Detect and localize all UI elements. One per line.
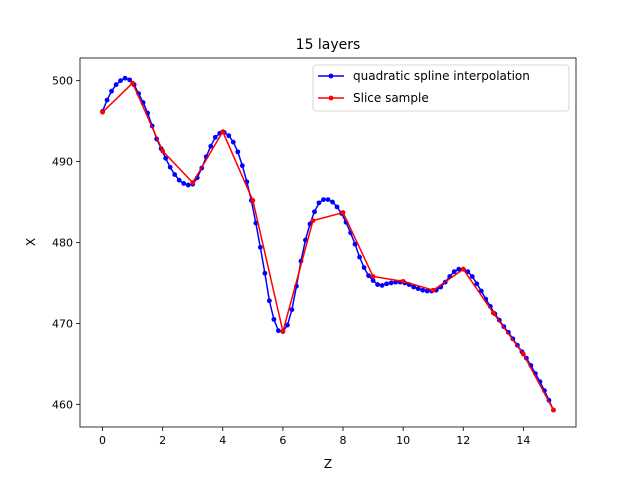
data-point — [266, 298, 272, 304]
series-1 — [100, 80, 556, 413]
data-point — [208, 143, 214, 149]
y-tick-label: 500 — [52, 75, 73, 88]
legend-swatch-marker — [328, 95, 334, 101]
data-point — [370, 278, 376, 283]
data-point — [230, 139, 236, 145]
data-point — [430, 287, 436, 293]
legend-label: quadratic spline interpolation — [353, 69, 530, 83]
data-point — [375, 282, 380, 287]
data-point — [400, 278, 406, 284]
plot-frame — [79, 57, 577, 428]
data-point — [130, 80, 136, 86]
data-point — [379, 282, 385, 288]
legend-entry: Slice sample — [318, 91, 429, 105]
data-point — [325, 197, 331, 203]
data-point — [490, 310, 496, 316]
data-point — [411, 284, 417, 290]
data-point — [478, 288, 484, 294]
x-tick-label: 0 — [99, 434, 106, 447]
data-point — [460, 266, 466, 272]
data-point — [167, 164, 173, 170]
data-point — [172, 172, 178, 177]
data-point — [220, 129, 226, 135]
data-point — [276, 328, 281, 334]
data-point — [424, 288, 430, 294]
legend-swatch-marker — [328, 73, 334, 79]
data-point — [366, 273, 371, 279]
data-point — [384, 281, 390, 287]
data-point — [370, 274, 376, 279]
data-point — [551, 407, 556, 413]
data-point — [520, 351, 526, 357]
data-point — [122, 75, 128, 81]
data-point — [330, 199, 335, 205]
series-line — [101, 77, 555, 411]
data-point — [262, 270, 268, 276]
x-tick-label: 6 — [279, 434, 286, 447]
legend-entry: quadratic spline interpolation — [318, 69, 530, 83]
data-point — [285, 322, 290, 328]
data-point — [160, 148, 166, 154]
y-tick-label: 480 — [52, 237, 73, 250]
x-tick-label: 12 — [456, 434, 470, 447]
data-point — [415, 286, 421, 292]
data-point — [280, 329, 286, 334]
data-point — [104, 97, 110, 103]
series-layer — [100, 75, 556, 413]
data-point — [235, 149, 241, 155]
legend-box — [312, 64, 570, 112]
x-tick-label: 8 — [340, 434, 347, 447]
data-point — [352, 241, 358, 247]
data-point — [109, 88, 114, 94]
data-point — [388, 280, 394, 286]
series-line — [102, 82, 555, 411]
data-point — [113, 82, 119, 88]
x-tick-label: 14 — [516, 434, 530, 447]
data-point — [312, 209, 317, 215]
data-point — [176, 177, 182, 183]
y-tick-label: 460 — [52, 398, 73, 411]
data-point — [250, 198, 256, 203]
legend-label: Slice sample — [353, 91, 429, 105]
y-tick-label: 490 — [52, 156, 73, 169]
data-point — [310, 218, 316, 224]
chart-title: 15 layers — [296, 37, 361, 53]
data-point — [185, 182, 191, 188]
x-tick-label: 4 — [219, 434, 226, 447]
data-point — [334, 204, 340, 210]
data-point — [239, 163, 245, 169]
data-point — [190, 180, 196, 186]
x-tick-label: 2 — [159, 434, 166, 447]
axes-layer: 0 2 4 6 8 10 12 14 460 470 480 490 500 — [52, 57, 577, 447]
data-point — [420, 287, 426, 293]
data-point — [316, 200, 322, 206]
data-point — [271, 316, 277, 322]
x-tick-label: 10 — [396, 434, 410, 447]
data-point — [456, 266, 462, 272]
data-point — [212, 134, 218, 140]
data-point — [361, 265, 367, 270]
legend: quadratic spline interpolation Slice samp… — [312, 64, 570, 112]
data-point — [118, 78, 123, 84]
data-point — [321, 197, 326, 203]
data-point — [474, 281, 480, 287]
data-point — [181, 181, 187, 186]
data-point — [226, 133, 232, 139]
data-point — [451, 269, 457, 275]
data-point — [163, 155, 169, 161]
data-point — [127, 77, 132, 83]
y-tick-label: 470 — [52, 317, 73, 330]
data-point — [100, 109, 105, 115]
data-point — [289, 307, 295, 313]
x-axis-label: Z — [324, 457, 332, 471]
data-point — [340, 210, 346, 215]
data-point — [257, 244, 263, 250]
data-point — [357, 254, 362, 260]
data-point — [469, 274, 475, 279]
y-axis-label: X — [24, 238, 38, 246]
series-0 — [100, 75, 556, 413]
